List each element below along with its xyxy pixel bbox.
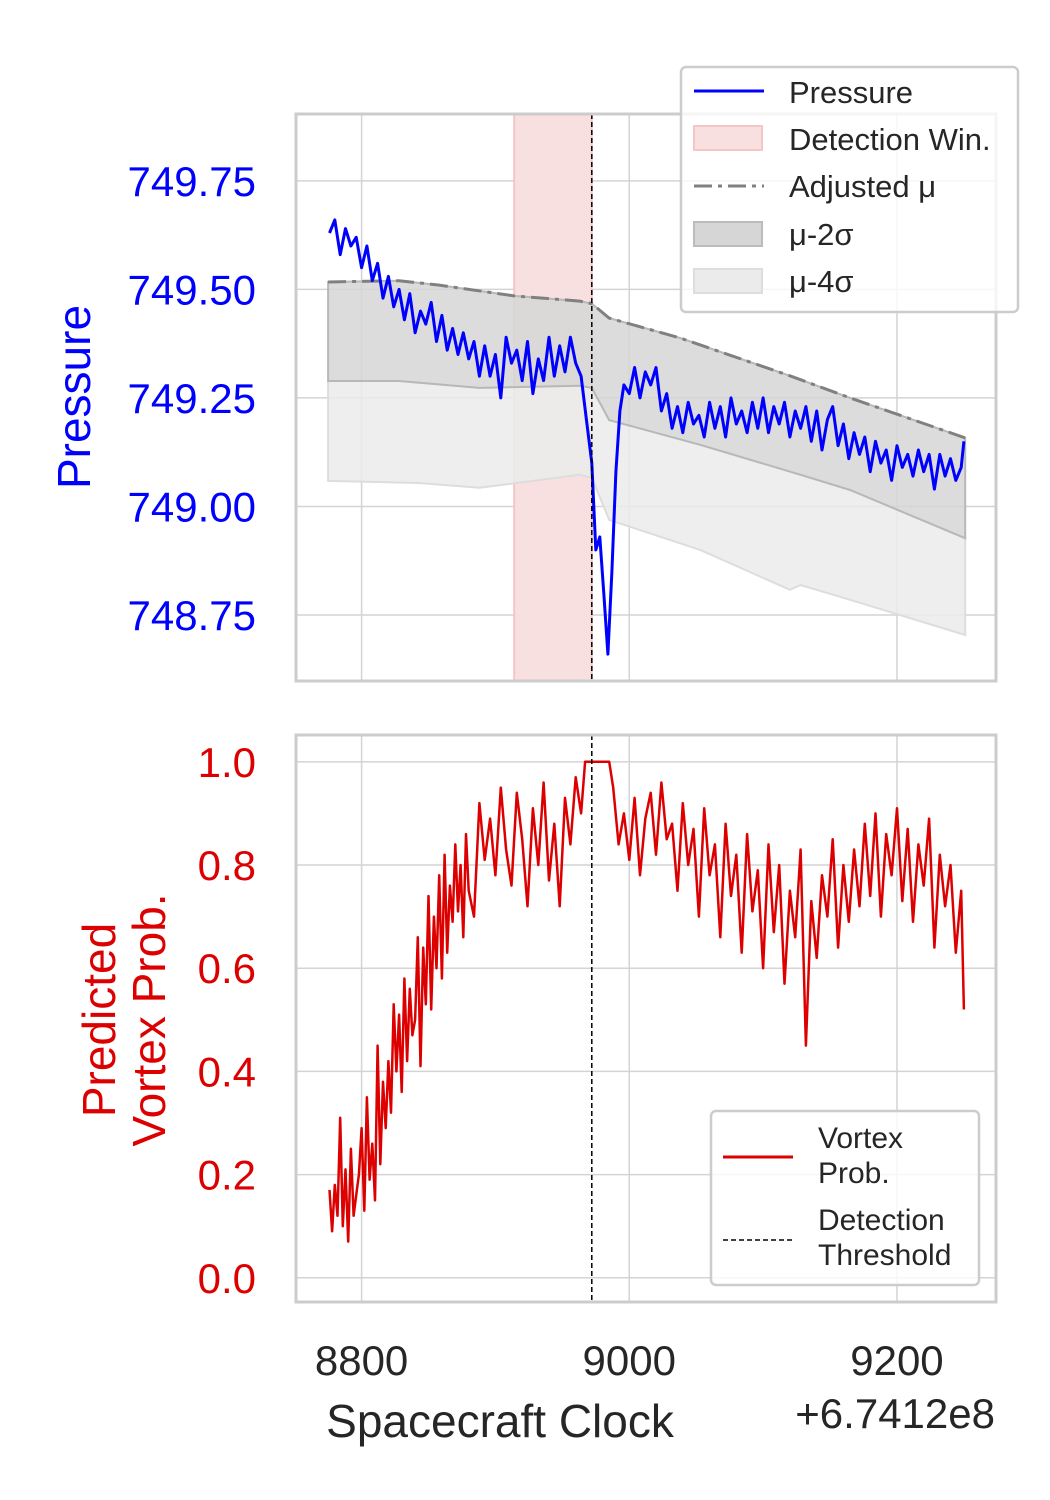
y-tick-label: 749.00 [128,483,256,530]
y-tick-label: 749.50 [128,266,256,313]
legend-pressure-label: Pressure [789,75,913,110]
y-tick-label: 748.75 [128,592,256,639]
legend-prob-label-2: Prob. [818,1157,890,1190]
plot-area [328,735,966,1302]
pressure-y-axis-label: Pressure [48,305,100,489]
legend-window-label: Detection Win. [789,122,991,157]
legend-threshold-label-1: Detection [818,1204,945,1237]
legend-2sigma-swatch [693,221,763,247]
vortex-prob-series-line [328,760,966,1243]
x-axis-label: Spacecraft Clock [326,1395,675,1447]
probability-legend: Vortex Prob. Detection Threshold [709,1109,981,1287]
legend-window-swatch [693,125,763,151]
x-tick-label: 9000 [583,1337,676,1384]
y-tick-label: 749.25 [128,375,256,422]
legend-4sigma-swatch [693,268,763,294]
probability-panel: 0.0 0.2 0.4 0.6 0.8 1.0 8800 9000 9200 [198,733,998,1384]
legend-prob-label-1: Vortex [818,1122,903,1155]
y-tick-label: 1.0 [198,739,256,786]
legend-2sigma-label: μ-2σ [789,217,854,252]
legend-threshold-label-2: Threshold [818,1239,951,1272]
y-tick-label: 749.75 [128,158,256,205]
axes-frame [294,112,998,683]
pressure-series-line [328,218,966,656]
prob-y-axis-label-line1: Predicted [73,923,125,1117]
x-tick-label: 8800 [315,1337,408,1384]
legend-mu-label: Adjusted μ [789,169,936,204]
y-tick-label: 0.8 [198,842,256,889]
x-axis-offset-label: +6.7412e8 [795,1390,995,1437]
y-tick-label: 0.2 [198,1152,256,1199]
prob-y-axis-label-line2: Vortex Prob. [123,893,175,1146]
y-tick-label: 0.0 [198,1255,256,1302]
y-tick-label: 0.6 [198,945,256,992]
y-tick-label: 0.4 [198,1048,256,1095]
axes-frame [294,733,998,1304]
adjusted-mu-line [328,279,966,440]
pressure-legend: Pressure Detection Win. Adjusted μ μ-2σ … [679,65,1020,314]
x-tick-label: 9200 [850,1337,943,1384]
plot-area [327,114,967,681]
pressure-panel: 748.75 749.00 749.25 749.50 749.75 [128,112,998,683]
legend-4sigma-label: μ-4σ [789,264,854,299]
